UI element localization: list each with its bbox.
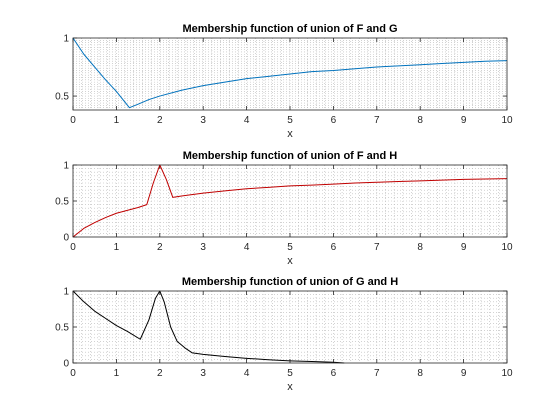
x-tick-label: 6	[331, 115, 337, 126]
x-tick-label: 0	[70, 115, 76, 126]
x-tick-label: 2	[157, 242, 163, 253]
x-tick-label: 9	[461, 115, 467, 126]
series-line-1	[72, 164, 508, 238]
x-tick-label: 8	[417, 368, 423, 379]
x-tick-label: 6	[331, 242, 337, 253]
axes-box	[72, 37, 508, 111]
y-tick-label: 0.5	[55, 92, 69, 103]
x-tick-label: 7	[374, 368, 380, 379]
x-tick-label: 4	[244, 368, 250, 379]
x-tick-label: 10	[501, 115, 513, 126]
chart-title: Membership function of union of G and H	[182, 276, 398, 288]
x-axis-label: x	[287, 381, 293, 393]
x-tick-label: 8	[417, 115, 423, 126]
x-tick-label: 5	[287, 368, 293, 379]
y-tick-label: 1	[63, 34, 69, 45]
y-tick-label: 1	[63, 161, 69, 172]
series-line-1	[72, 290, 345, 364]
x-tick-label: 0	[70, 242, 76, 253]
x-tick-label: 10	[501, 368, 513, 379]
x-tick-label: 4	[244, 242, 250, 253]
y-tick-label: 0	[63, 359, 69, 370]
x-tick-label: 10	[501, 242, 513, 253]
minor-grid	[73, 165, 507, 237]
chart-title: Membership function of union of F and G	[182, 23, 397, 35]
x-tick-label: 1	[114, 115, 120, 126]
y-tick-label: 0	[63, 233, 69, 244]
minor-grid	[73, 38, 507, 110]
x-tick-label: 7	[374, 242, 380, 253]
x-tick-label: 3	[200, 242, 206, 253]
y-tick-label: 1	[63, 287, 69, 298]
x-tick-label: 2	[157, 368, 163, 379]
subplot-2: 0 1 2 3 4 5 6 7 8 9 10 0 0.5 1 Membership function of …	[55, 150, 513, 267]
x-tick-label: 5	[287, 242, 293, 253]
x-tick-label: 8	[417, 242, 423, 253]
x-tick-label: 7	[374, 115, 380, 126]
x-axis-label: x	[287, 255, 293, 267]
x-tick-label: 5	[287, 115, 293, 126]
y-tick-label: 0.5	[55, 197, 69, 208]
chart-title: Membership function of union of F and H	[183, 150, 398, 162]
axes-box	[72, 164, 508, 238]
x-tick-label: 4	[244, 115, 250, 126]
axes-box	[72, 290, 508, 364]
x-tick-label: 1	[114, 242, 120, 253]
x-tick-label: 9	[461, 242, 467, 253]
x-tick-label: 0	[70, 368, 76, 379]
x-tick-label: 2	[157, 115, 163, 126]
x-tick-label: 9	[461, 368, 467, 379]
x-tick-label: 3	[200, 115, 206, 126]
x-tick-label: 6	[331, 368, 337, 379]
x-tick-label: 1	[114, 368, 120, 379]
x-axis-label: x	[287, 128, 293, 140]
series-line-1	[72, 37, 508, 109]
x-tick-label: 3	[200, 368, 206, 379]
subplot-3: 0 1 2 3 4 5 6 7 8 9 10 0 0.5 1 Membership function of …	[55, 276, 513, 393]
subplot-1: 0 1 2 3 4 5 6 7 8 9 10 0.5 1 Membership function of u…	[55, 23, 513, 140]
y-tick-label: 0.5	[55, 323, 69, 334]
